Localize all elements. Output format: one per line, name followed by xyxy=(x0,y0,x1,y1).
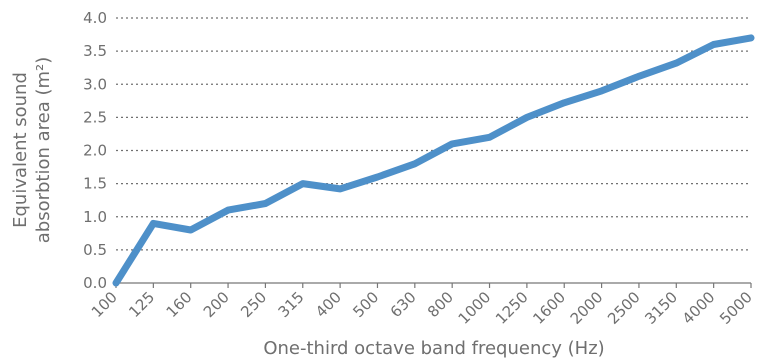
x-tick-label: 125 xyxy=(125,288,158,321)
y-tick-label: 3.0 xyxy=(83,75,107,93)
x-axis-title: One-third octave band frequency (Hz) xyxy=(263,338,604,359)
x-tick-label: 2000 xyxy=(567,288,607,328)
y-tick-label: 2.5 xyxy=(83,108,107,126)
x-tick-label: 1600 xyxy=(529,288,569,328)
x-tick-label: 200 xyxy=(200,288,233,321)
x-tick-label: 3150 xyxy=(641,288,681,328)
series-line xyxy=(112,34,755,287)
y-tick-label: 2.0 xyxy=(83,142,107,160)
x-tick-label: 400 xyxy=(312,288,345,321)
x-tick-label: 1250 xyxy=(492,288,532,328)
x-tick-label: 315 xyxy=(275,288,308,321)
y-tick-label: 3.5 xyxy=(83,42,107,60)
x-tick-label: 2500 xyxy=(604,288,644,328)
y-axis-title-line-1: Equivalent sound xyxy=(10,72,31,228)
x-tick-label: 5000 xyxy=(716,288,756,328)
x-tick-label: 800 xyxy=(424,288,457,321)
y-tick-label: 4.0 xyxy=(83,9,107,27)
y-tick-label: 1.0 xyxy=(83,208,107,226)
y-tick-label: 0.5 xyxy=(83,241,107,259)
x-tick-label: 160 xyxy=(163,288,196,321)
x-tick-label: 250 xyxy=(237,288,270,321)
x-tick-label: 100 xyxy=(88,288,121,321)
x-tick-label: 4000 xyxy=(679,288,719,328)
x-tick-label: 1000 xyxy=(455,288,495,328)
y-tick-label: 0.0 xyxy=(83,274,107,292)
grid-lines xyxy=(116,17,751,251)
axes xyxy=(115,282,752,288)
series-layer xyxy=(112,34,755,287)
x-tick-label: 630 xyxy=(387,288,420,321)
y-tick-labels: 0.0 0.5 1.0 1.5 2.0 2.5 3.0 3.5 4.0 xyxy=(83,9,107,292)
y-tick-label: 1.5 xyxy=(83,175,107,193)
x-tick-label: 500 xyxy=(349,288,382,321)
y-axis-title-line-2: absorbtion area (m²) xyxy=(33,57,54,244)
x-tick-labels: 100 125 160 200 250 315 400 500 630 8001000125016… xyxy=(88,288,756,328)
